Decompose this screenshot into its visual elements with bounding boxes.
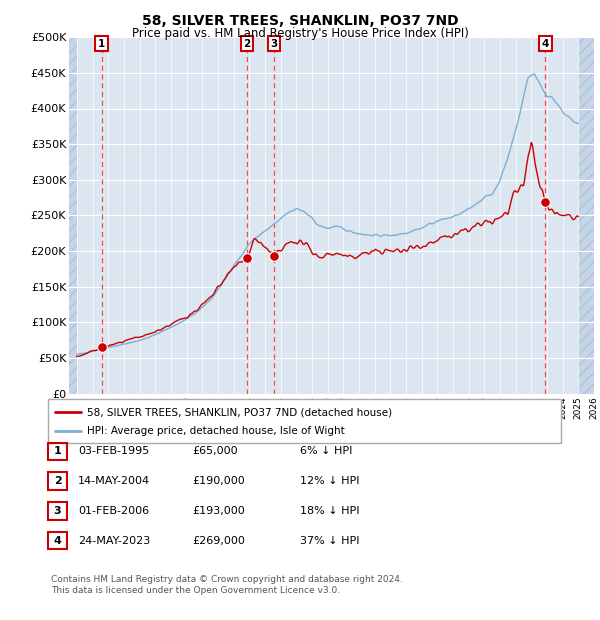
Text: 14-MAY-2004: 14-MAY-2004 <box>78 476 150 486</box>
Text: 1: 1 <box>54 446 61 456</box>
Text: Price paid vs. HM Land Registry's House Price Index (HPI): Price paid vs. HM Land Registry's House … <box>131 27 469 40</box>
Text: 58, SILVER TREES, SHANKLIN, PO37 7ND: 58, SILVER TREES, SHANKLIN, PO37 7ND <box>142 14 458 28</box>
Text: Contains HM Land Registry data © Crown copyright and database right 2024.
This d: Contains HM Land Registry data © Crown c… <box>51 575 403 595</box>
Text: 03-FEB-1995: 03-FEB-1995 <box>78 446 149 456</box>
Text: 3: 3 <box>54 506 61 516</box>
Text: 12% ↓ HPI: 12% ↓ HPI <box>300 476 359 486</box>
Text: 4: 4 <box>53 536 62 546</box>
Text: £193,000: £193,000 <box>192 506 245 516</box>
Text: 01-FEB-2006: 01-FEB-2006 <box>78 506 149 516</box>
Text: £269,000: £269,000 <box>192 536 245 546</box>
Text: 2: 2 <box>244 38 251 48</box>
Text: 18% ↓ HPI: 18% ↓ HPI <box>300 506 359 516</box>
Text: 6% ↓ HPI: 6% ↓ HPI <box>300 446 352 456</box>
Text: 2: 2 <box>54 476 61 486</box>
Text: 24-MAY-2023: 24-MAY-2023 <box>78 536 150 546</box>
Text: HPI: Average price, detached house, Isle of Wight: HPI: Average price, detached house, Isle… <box>87 426 345 436</box>
Text: 4: 4 <box>542 38 549 48</box>
Text: 58, SILVER TREES, SHANKLIN, PO37 7ND (detached house): 58, SILVER TREES, SHANKLIN, PO37 7ND (de… <box>87 407 392 417</box>
Text: £190,000: £190,000 <box>192 476 245 486</box>
Text: 3: 3 <box>271 38 278 48</box>
Text: 1: 1 <box>98 38 106 48</box>
Text: £65,000: £65,000 <box>192 446 238 456</box>
Bar <box>69 37 77 394</box>
Bar <box>578 37 594 394</box>
Text: 37% ↓ HPI: 37% ↓ HPI <box>300 536 359 546</box>
